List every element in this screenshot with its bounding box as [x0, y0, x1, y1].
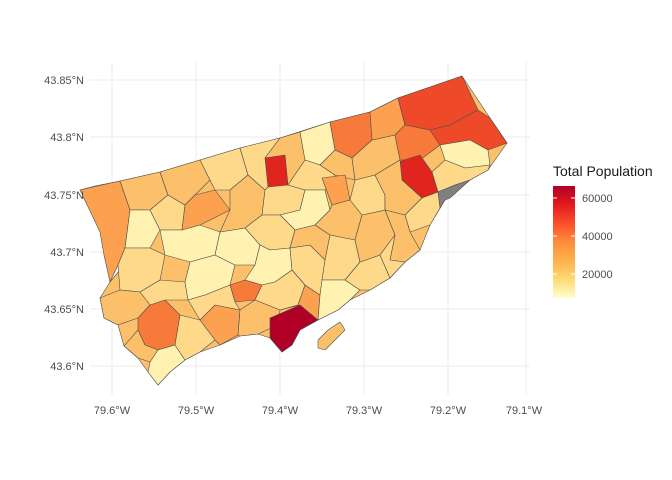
x-tick-label: 79.2°W: [430, 405, 467, 417]
neighbourhood: [124, 209, 161, 249]
y-tick-label: 43.8°N: [50, 132, 84, 144]
x-tick-label: 79.1°W: [506, 405, 543, 417]
y-tick-label: 43.65°N: [44, 304, 84, 316]
y-tick-label: 43.75°N: [44, 190, 84, 202]
legend: Total Population 60000 40000 20000: [553, 163, 653, 298]
toronto-islands: [317, 321, 346, 351]
neighbourhood: [187, 284, 241, 321]
neighbourhood: [379, 234, 406, 279]
y-axis: 43.85°N 43.8°N 43.75°N 43.7°N 43.65°N 43…: [44, 75, 84, 373]
neighbourhood: [317, 279, 361, 321]
neighbourhood: [264, 154, 289, 188]
x-tick-label: 79.4°W: [262, 405, 299, 417]
neighbourhood: [237, 299, 281, 337]
neighbourhoods: [79, 75, 508, 386]
legend-tick-label: 60000: [582, 193, 613, 205]
legend-tick-label: 40000: [582, 231, 613, 243]
x-tick-label: 79.5°W: [178, 405, 215, 417]
y-tick-label: 43.85°N: [44, 75, 84, 87]
legend-colorbar: [553, 186, 575, 298]
x-tick-label: 79.6°W: [94, 405, 131, 417]
x-tick-label: 79.3°W: [346, 405, 383, 417]
legend-title: Total Population: [553, 163, 653, 179]
legend-tick-label: 20000: [582, 269, 613, 281]
x-axis: 79.6°W 79.5°W 79.4°W 79.3°W 79.2°W 79.1°…: [94, 405, 543, 417]
y-tick-label: 43.6°N: [50, 361, 84, 373]
y-tick-label: 43.7°N: [50, 247, 84, 259]
